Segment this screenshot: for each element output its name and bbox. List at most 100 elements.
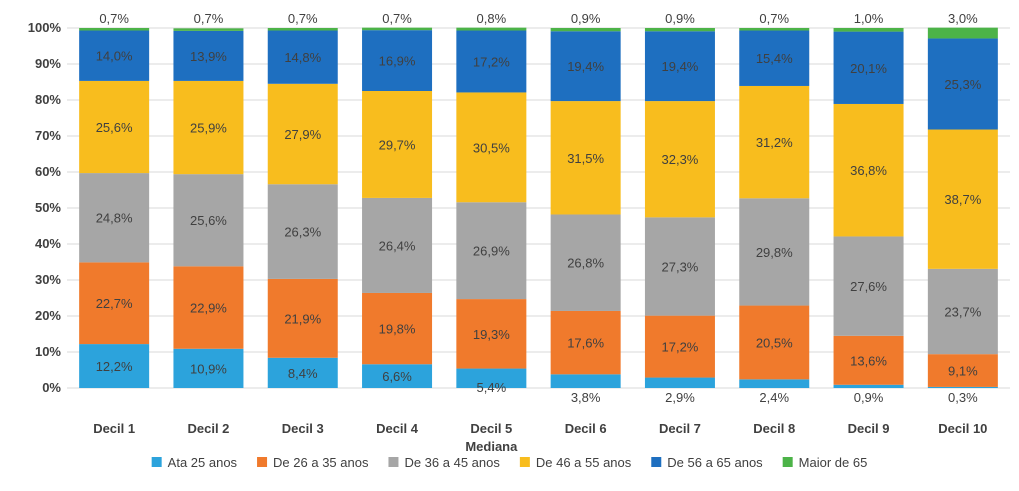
legend-label: De 26 a 35 anos: [273, 455, 369, 470]
legend-label: Ata 25 anos: [168, 455, 238, 470]
legend-label: De 36 a 45 anos: [404, 455, 500, 470]
legend-swatch: [257, 457, 268, 467]
y-tick-label: 100%: [28, 20, 62, 35]
bar-segment: [644, 28, 715, 32]
data-label: 24,8%: [96, 211, 133, 226]
bar-segment: [79, 344, 150, 388]
data-label: 0,7%: [382, 11, 412, 26]
data-label: 3,8%: [571, 390, 601, 405]
data-label: 8,4%: [288, 366, 318, 381]
bar-segment: [644, 377, 715, 388]
legend-swatch: [519, 457, 530, 467]
bar-segment: [550, 31, 621, 102]
legend-swatch: [782, 457, 793, 467]
bar-segment: [79, 262, 150, 345]
x-tick-label: Decil 4: [376, 421, 419, 436]
x-tick-label: Decil 10: [938, 421, 987, 436]
y-tick-label: 60%: [35, 164, 61, 179]
bar-segment: [550, 214, 621, 311]
y-tick-label: 10%: [35, 344, 61, 359]
x-tick-label: Decil 8: [753, 421, 795, 436]
data-label: 0,7%: [99, 11, 129, 26]
data-label: 29,8%: [756, 245, 793, 260]
bar-segment: [927, 129, 998, 269]
data-label: 30,5%: [473, 140, 510, 155]
bar-segment: [927, 38, 998, 130]
bar-segment: [173, 80, 244, 175]
bar-segment: [550, 28, 621, 32]
data-label: 2,9%: [665, 390, 695, 405]
bar-segment: [173, 30, 244, 81]
data-labels: 12,2% 22,7% 24,8% 25,6% 14,0% 0,7% 10,9% 22,9% 2…: [96, 11, 982, 405]
bar-segment: [362, 27, 433, 31]
bar-segment: [644, 315, 715, 378]
bar-segment: [173, 266, 244, 349]
data-label: 20,1%: [850, 61, 887, 76]
x-tick-sublabel: Mediana: [465, 439, 518, 454]
data-label: 19,4%: [662, 59, 699, 74]
bar-segment: [739, 379, 810, 388]
data-label: 25,6%: [190, 213, 227, 228]
x-tick-label: Decil 9: [848, 421, 890, 436]
bar-segment: [739, 28, 810, 31]
bar-segment: [927, 268, 998, 355]
data-label: 0,7%: [759, 11, 789, 26]
bar-segment: [267, 184, 338, 279]
bar-segment: [362, 91, 433, 198]
bar-segment: [739, 198, 810, 306]
bar-segment: [362, 30, 433, 91]
data-label: 9,1%: [948, 364, 978, 379]
data-label: 19,3%: [473, 327, 510, 342]
y-tick-label: 50%: [35, 200, 61, 215]
bar-segment: [833, 384, 904, 388]
y-tick-label: 40%: [35, 236, 61, 251]
bars: [79, 27, 998, 388]
data-label: 23,7%: [944, 305, 981, 320]
bar-segment: [456, 30, 527, 93]
x-tick-label: Decil 3: [282, 421, 324, 436]
bar-segment: [739, 305, 810, 380]
y-axis: 0% 10% 20% 30% 40% 50% 60% 70% 80% 90% 100%: [28, 20, 62, 395]
bar-segment: [267, 83, 338, 185]
y-tick-label: 90%: [35, 56, 61, 71]
data-label: 17,2%: [473, 54, 510, 69]
data-label: 29,7%: [379, 137, 416, 152]
legend-swatch: [651, 457, 662, 467]
x-tick-label: Decil 6: [565, 421, 607, 436]
y-tick-label: 80%: [35, 92, 61, 107]
bar-segment: [79, 173, 150, 263]
data-label: 32,3%: [662, 152, 699, 167]
data-label: 27,3%: [662, 260, 699, 275]
bar-segment: [79, 30, 150, 81]
data-label: 17,2%: [662, 340, 699, 355]
data-label: 27,9%: [284, 127, 321, 142]
bar-segment: [833, 335, 904, 385]
data-label: 10,9%: [190, 361, 227, 376]
y-tick-label: 30%: [35, 272, 61, 287]
bar-segment: [739, 85, 810, 199]
data-label: 26,3%: [284, 225, 321, 240]
bar-segment: [644, 101, 715, 218]
bar-segment: [550, 374, 621, 388]
data-label: 26,9%: [473, 244, 510, 259]
x-tick-label: Decil 1: [93, 421, 135, 436]
bar-segment: [267, 28, 338, 31]
data-label: 6,6%: [382, 369, 412, 384]
data-label: 25,3%: [944, 77, 981, 92]
data-label: 26,8%: [567, 256, 604, 271]
bar-segment: [173, 174, 244, 267]
data-label: 0,7%: [194, 11, 224, 26]
x-axis: Decil 1 Decil 2 Decil 3 Decil 4 Decil 5 Media…: [93, 421, 987, 454]
bar-segment: [927, 354, 998, 387]
data-label: 15,4%: [756, 51, 793, 66]
bar-segment: [644, 217, 715, 316]
data-label: 0,9%: [665, 11, 695, 26]
legend-label: De 56 a 65 anos: [667, 455, 763, 470]
data-label: 0,9%: [571, 11, 601, 26]
legend-label: De 46 a 55 anos: [536, 455, 632, 470]
data-label: 0,7%: [288, 11, 318, 26]
data-label: 0,3%: [948, 390, 978, 405]
data-label: 0,8%: [477, 11, 507, 26]
bar-segment: [927, 386, 998, 388]
bar-segment: [739, 30, 810, 86]
